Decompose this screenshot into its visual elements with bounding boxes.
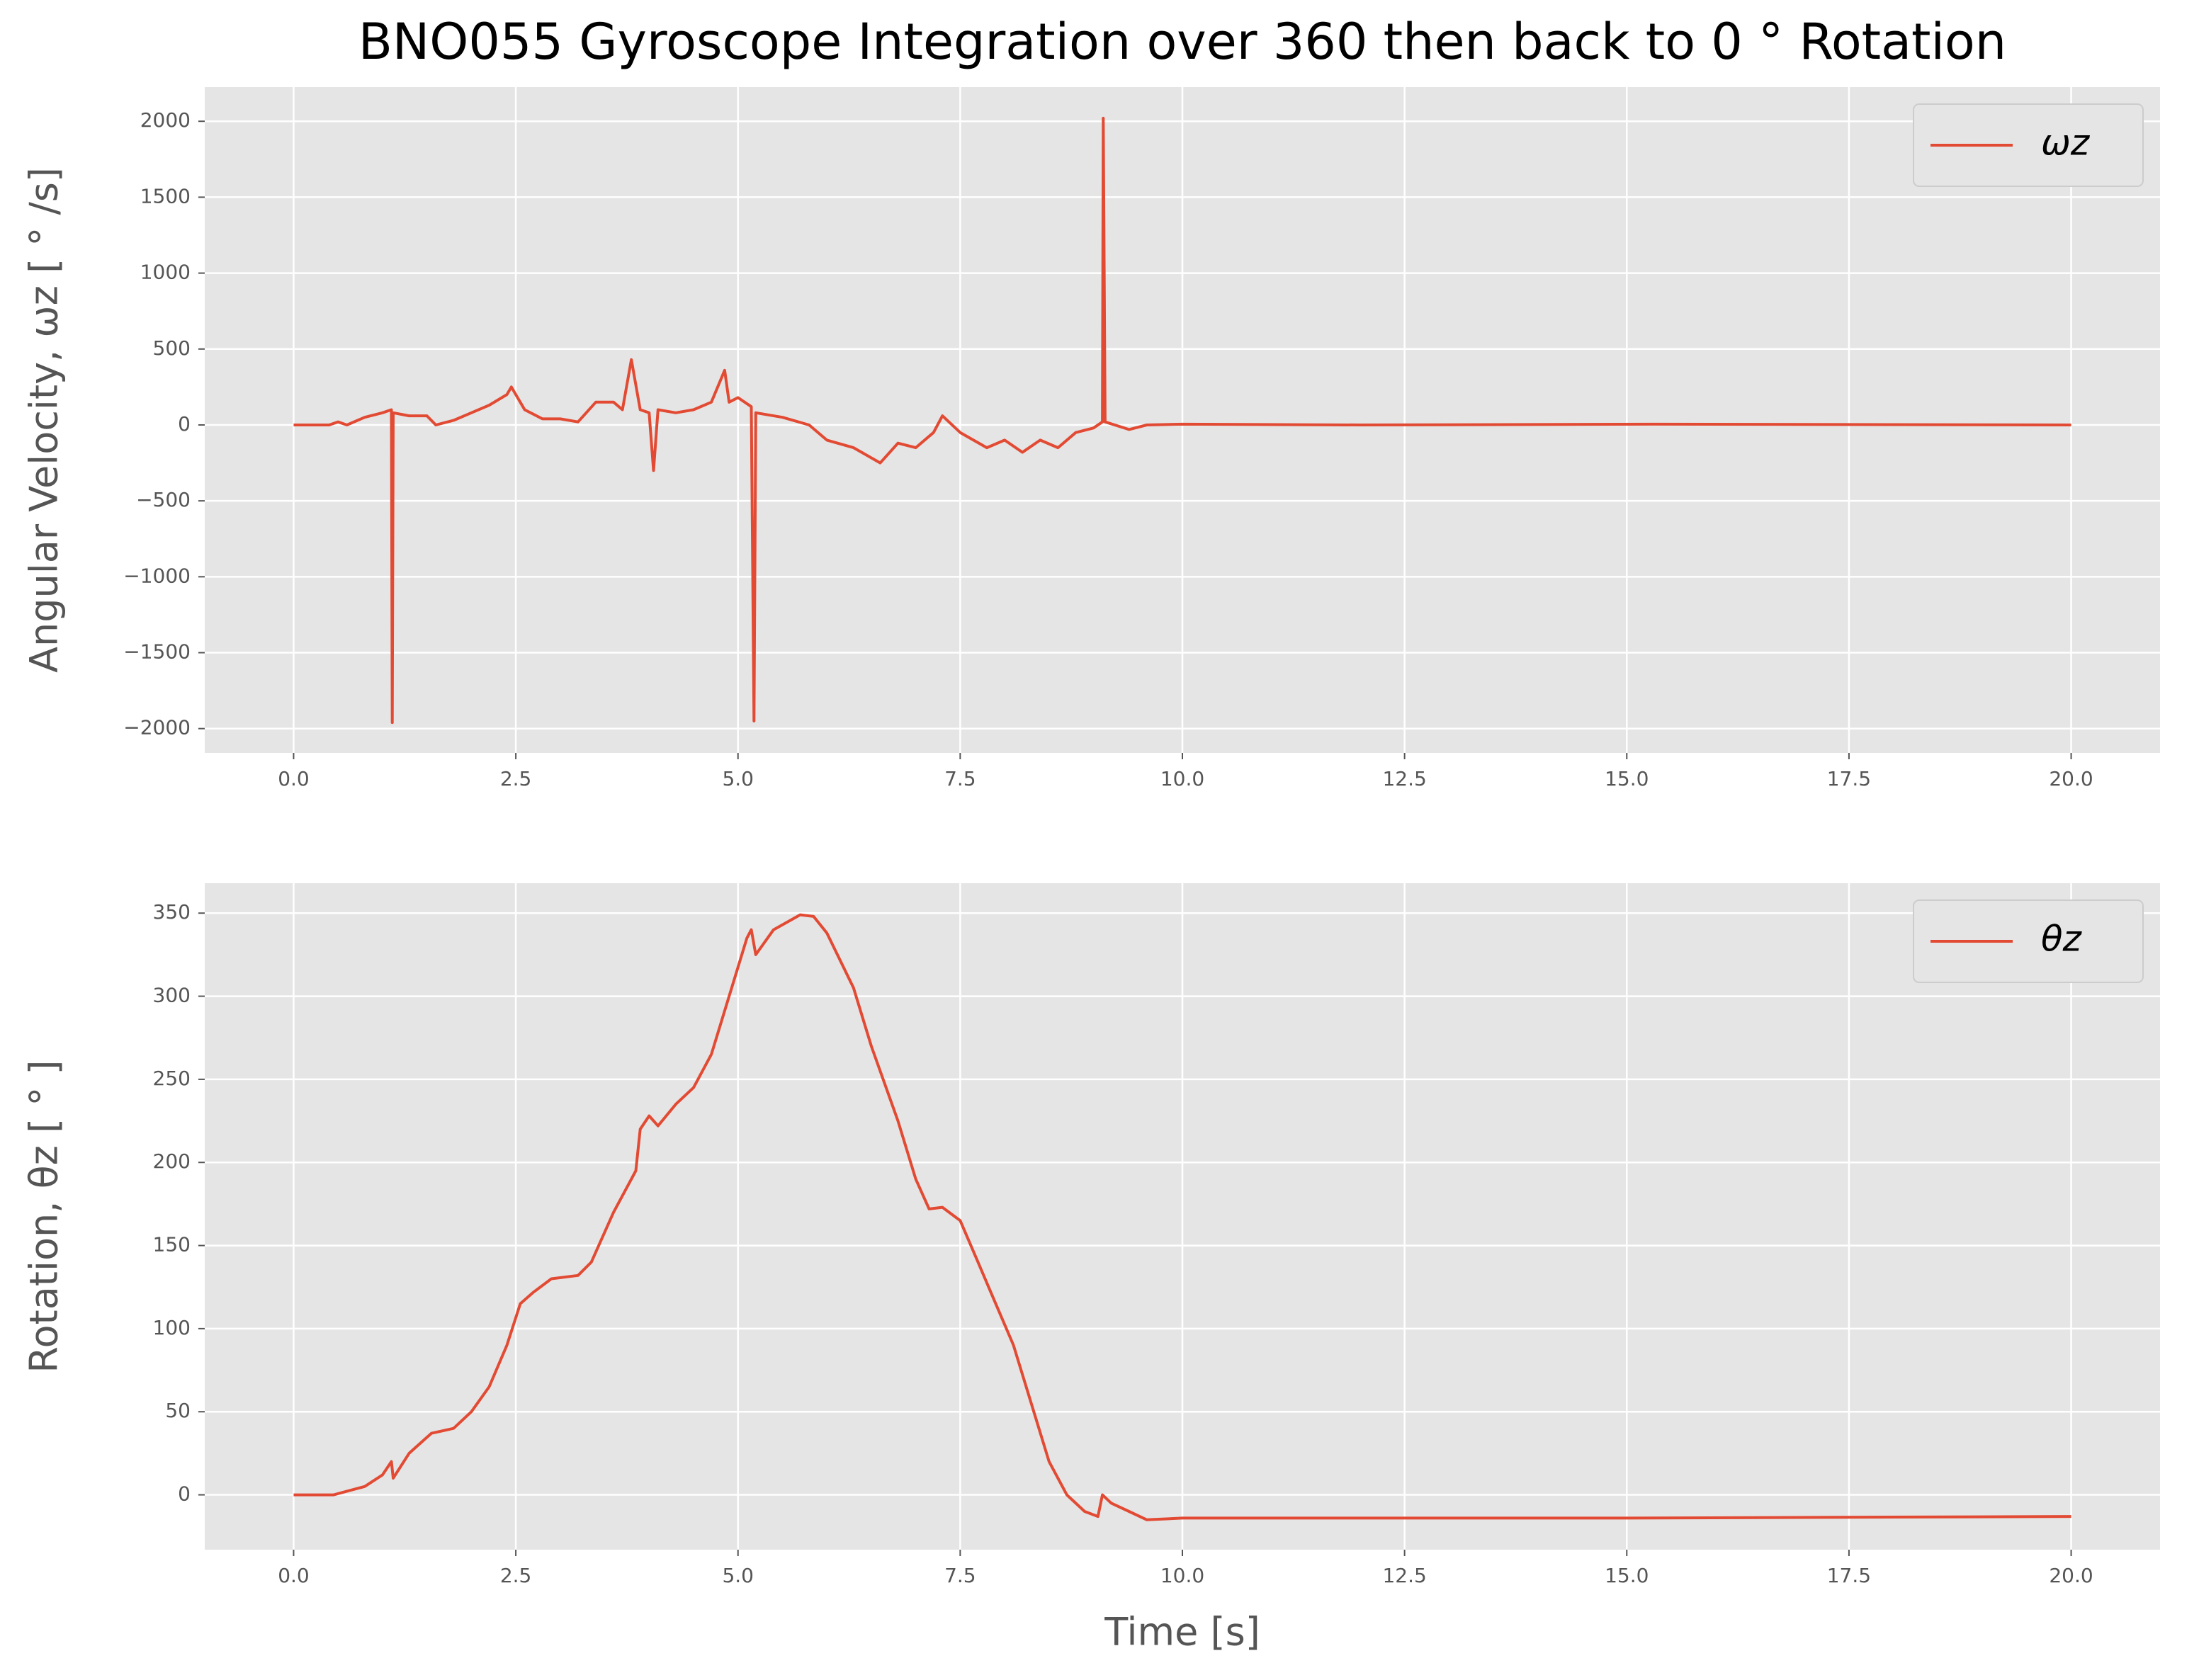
- legend-box: [1913, 899, 2144, 983]
- y-tick-label: −2000: [123, 716, 191, 739]
- y-tick-label: −1500: [123, 640, 191, 664]
- legend: θz: [1913, 899, 2144, 983]
- y-tick-label: 0: [178, 412, 191, 436]
- x-tick-label: 5.0: [722, 767, 754, 790]
- x-tick-label: 17.5: [1827, 1564, 1871, 1587]
- legend: ωz: [1913, 103, 2144, 187]
- y-tick-label: 150: [153, 1233, 191, 1256]
- x-tick-label: 7.5: [944, 1564, 976, 1587]
- x-tick-label: 20.0: [2049, 767, 2093, 790]
- x-tick-label: 15.0: [1605, 767, 1649, 790]
- legend-box: [1913, 103, 2144, 187]
- x-tick-label: 17.5: [1827, 767, 1871, 790]
- x-tick-label: 0.0: [278, 767, 310, 790]
- y-tick-label: 350: [153, 900, 191, 924]
- data-line: [293, 913, 2071, 1521]
- x-tick-label: 2.5: [500, 767, 532, 790]
- y-tick-label: 100: [153, 1316, 191, 1339]
- x-tick-label: 10.0: [1160, 1564, 1204, 1587]
- y-tick-label: 50: [165, 1399, 191, 1422]
- y-tick-label: 500: [153, 336, 191, 360]
- x-tick-label: 5.0: [722, 1564, 754, 1587]
- x-tick-label: 15.0: [1605, 1564, 1649, 1587]
- x-tick-label: 10.0: [1160, 767, 1204, 790]
- x-tick-label: 0.0: [278, 1564, 310, 1587]
- x-tick-label: 12.5: [1382, 1564, 1426, 1587]
- y-tick-label: 250: [153, 1067, 191, 1090]
- x-tick-label: 12.5: [1382, 767, 1426, 790]
- y-tick-label: −1000: [123, 564, 191, 587]
- y-tick-label: 0: [178, 1482, 191, 1506]
- y-tick-label: 300: [153, 984, 191, 1007]
- data-line: [293, 116, 2071, 725]
- y-tick-label: 1500: [140, 184, 191, 208]
- x-tick-label: 20.0: [2049, 1564, 2093, 1587]
- chart-title: BNO055 Gyroscope Integration over 360 th…: [358, 13, 2006, 71]
- legend-label: θz: [2041, 919, 2083, 960]
- x-tick-label: 7.5: [944, 767, 976, 790]
- y-tick-label: 200: [153, 1150, 191, 1173]
- y-tick-label: 2000: [140, 108, 191, 132]
- y-axis-label: Angular Velocity, ωz [ ° /s]: [22, 167, 67, 673]
- y-tick-label: 1000: [140, 261, 191, 284]
- legend-label: ωz: [2041, 123, 2091, 164]
- x-axis-label: Time [s]: [1104, 1610, 1260, 1655]
- y-tick-label: −500: [136, 488, 191, 511]
- x-tick-label: 2.5: [500, 1564, 532, 1587]
- y-axis-label: Rotation, θz [ ° ]: [22, 1060, 67, 1373]
